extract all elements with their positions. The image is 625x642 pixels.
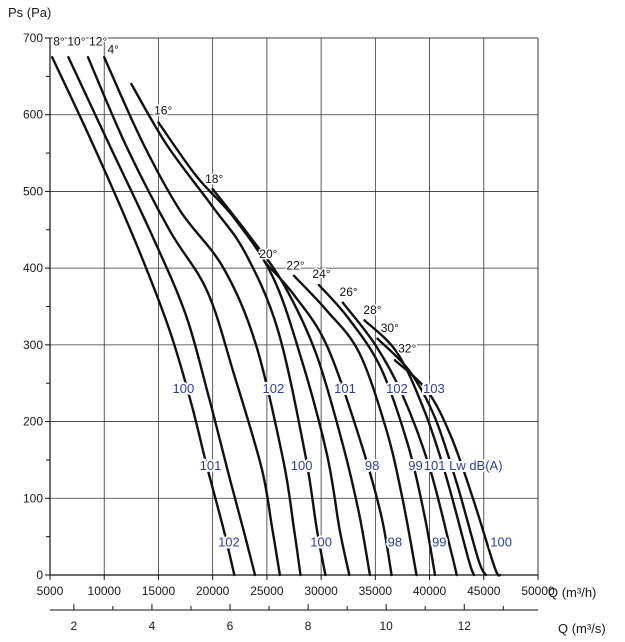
sound-level-label-11: 100 (310, 535, 332, 550)
sound-level-label-14: 100 (490, 535, 512, 550)
blade-angle-label-4: 16° (154, 104, 172, 118)
x-tick-label-0: 5000 (37, 584, 64, 598)
curve-line-4 (130, 82, 327, 577)
axes: 0 100 200 300 400 500 600 700 5000 10000 15000 2000… (23, 31, 555, 633)
sound-level-label-7: 98 (365, 458, 379, 473)
blade-angle-label-10: 28° (363, 303, 381, 317)
sound-level-label-1: 102 (263, 381, 285, 396)
blade-angle-label-8: 24° (312, 267, 330, 281)
x2-tick-label-1: 4 (149, 619, 156, 633)
curve-line-10 (341, 301, 458, 577)
x-axis-label: Q (m³/h) (548, 585, 596, 600)
x-tick-label-2: 15000 (142, 584, 176, 598)
sound-level-label-6: 100 (291, 458, 313, 473)
sound-level-label-9: 101 Lw dB(A) (424, 458, 503, 473)
sound-level-label-8: 99 (408, 458, 422, 473)
y-tick-label-1: 100 (23, 491, 43, 505)
y-tick-label-3: 300 (23, 338, 43, 352)
x2-tick-label-0: 2 (71, 619, 78, 633)
blade-angle-label-5: 18° (205, 172, 223, 186)
curve-labels: 8° 10° 12°4° 16° 18° 20° 22° 24° 26° 28°30° 32° 100… (52, 33, 514, 551)
x2-axis-label: Q (m³/s) (558, 621, 606, 636)
x-tick-label-9: 50000 (521, 584, 555, 598)
grid (50, 37, 539, 575)
blade-angle-label-7: 22° (286, 259, 304, 273)
sound-level-label-0: 100 (173, 381, 195, 396)
x2-tick-label-5: 12 (458, 619, 472, 633)
x-tick-label-8: 45000 (467, 584, 501, 598)
blade-angle-label-12: 32° (398, 342, 416, 356)
y-tick-label-6: 600 (23, 108, 43, 122)
sound-level-label-3: 102 (386, 381, 408, 396)
blade-angle-label-3: 4° (107, 42, 119, 56)
sound-level-label-4: 103 (423, 381, 445, 396)
x2-tick-label-3: 8 (305, 619, 312, 633)
curve-line-8 (292, 274, 418, 577)
y-tick-label-2: 200 (23, 415, 43, 429)
x-tick-label-3: 20000 (196, 584, 230, 598)
curve-line-0 (51, 56, 236, 577)
curve-line-6 (211, 187, 372, 577)
x-tick-label-4: 25000 (250, 584, 284, 598)
y-tick-label-7: 700 (23, 31, 43, 45)
curve-line-1 (67, 56, 257, 577)
sound-level-label-13: 99 (432, 535, 446, 550)
y-tick-label-0: 0 (36, 568, 43, 582)
curve-line-13 (393, 359, 502, 577)
curve-line-3 (103, 56, 302, 577)
x-tick-label-6: 35000 (359, 584, 393, 598)
blade-angle-label-11: 30° (381, 321, 399, 335)
curve-line-2 (86, 56, 282, 577)
curve-line-5 (157, 121, 351, 577)
blade-angle-label-0: 8° (53, 35, 65, 49)
blade-angle-label-9: 26° (340, 285, 358, 299)
blade-angle-label-2: 12° (89, 35, 107, 49)
y-tick-label-4: 400 (23, 261, 43, 275)
curve-line-11 (363, 319, 476, 577)
y-tick-label-5: 500 (23, 184, 43, 198)
curve-line-9 (317, 283, 437, 577)
x-tick-label-1: 10000 (88, 584, 122, 598)
sound-level-label-12: 98 (388, 535, 402, 550)
x2-tick-label-4: 10 (379, 619, 393, 633)
sound-level-label-2: 101 (334, 381, 356, 396)
x-tick-label-5: 30000 (304, 584, 338, 598)
y-axis-label: Ps (Pa) (8, 5, 51, 20)
sound-level-label-10: 102 (218, 535, 240, 550)
blade-angle-label-1: 10° (67, 35, 85, 49)
blade-angle-label-6: 20° (259, 247, 277, 261)
sound-level-label-5: 101 (200, 458, 222, 473)
curve-line-7 (265, 263, 393, 577)
x-tick-label-7: 40000 (413, 584, 447, 598)
x2-tick-label-2: 6 (227, 619, 234, 633)
curve-line-12 (376, 337, 488, 577)
fan-curves (51, 56, 502, 577)
